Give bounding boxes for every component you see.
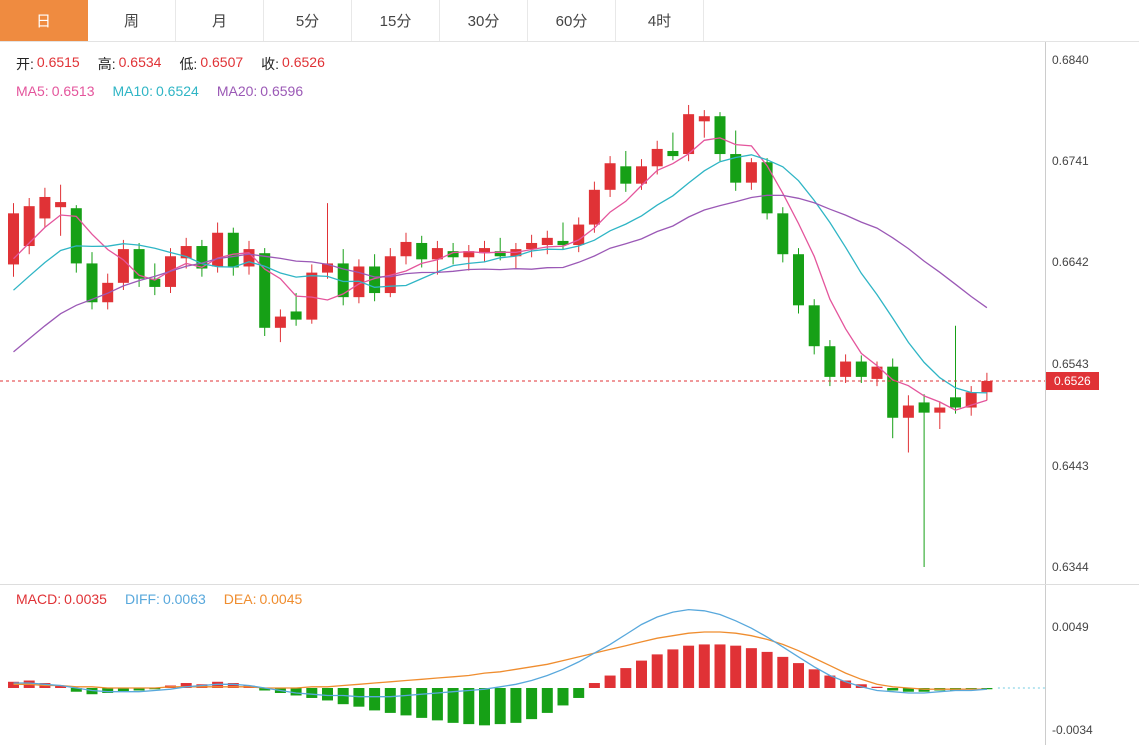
legend-open: 开: 0.6515 — [16, 54, 80, 72]
price-tick-label: 0.6840 — [1052, 53, 1089, 67]
macd-legend: MACD: 0.0035 DIFF: 0.0063 DEA: 0.0045 — [16, 591, 302, 607]
legend-close: 收: 0.6526 — [261, 54, 325, 72]
legend-ma10: MA10: 0.6524 — [112, 83, 199, 99]
price-tick-label: 0.6344 — [1052, 560, 1089, 574]
chart-legend: 开: 0.6515 高: 0.6534 低: 0.6507 收: 0.6526 MA5: 0.6… — [16, 54, 325, 108]
price-tick-label: 0.6642 — [1052, 255, 1089, 270]
legend-dea: DEA: 0.0045 — [223, 591, 303, 607]
macd-axis: 0.0049 -0.0034 — [1045, 585, 1139, 745]
candlestick-chart[interactable] — [0, 42, 1045, 584]
legend-ma20: MA20: 0.6596 — [216, 83, 304, 99]
tab-day[interactable]: 日 — [0, 0, 88, 41]
price-tick-label: 0.6741 — [1052, 154, 1089, 169]
timeframe-tabs: 日周月 5分 15分 30分 60分 4时 — [0, 0, 1139, 42]
tab-month[interactable]: 月 — [176, 0, 264, 41]
ohlc-legend: 开: 0.6515 高: 0.6534 低: 0.6507 收: 0.6526 — [16, 54, 325, 74]
current-price-badge: 0.6526 — [1046, 371, 1099, 390]
macd-tick-label: 0.0049 — [1052, 619, 1089, 634]
macd-chart[interactable] — [0, 585, 1045, 745]
price-tick-label: 0.6443 — [1052, 458, 1089, 473]
macd-panel: MACD: 0.0035 DIFF: 0.0063 DEA: 0.0045 0.0049 -… — [0, 585, 1139, 745]
legend-low: 低: 0.6507 — [179, 54, 244, 72]
legend-diff: DIFF: 0.0063 — [124, 591, 206, 607]
price-axis: 0.6840 0.6741 0.6642 0.6543 0.6443 0.6344 — [1045, 42, 1139, 584]
tab-5min[interactable]: 5分 — [264, 0, 352, 41]
tab-week[interactable]: 周 — [88, 0, 176, 41]
macd-legend-box: MACD: 0.0035 DIFF: 0.0063 DEA: 0.0045 — [16, 591, 302, 616]
tab-60min[interactable]: 60分 — [528, 0, 616, 41]
price-tick-label: 0.6543 — [1052, 356, 1089, 371]
macd-tick-label: -0.0034 — [1052, 723, 1093, 738]
legend-ma5: MA5: 0.6513 — [16, 83, 95, 99]
tab-4hour[interactable]: 4时 — [616, 0, 704, 41]
main-chart-panel: 开: 0.6515 高: 0.6534 低: 0.6507 收: 0.6526 MA5: 0.6… — [0, 42, 1139, 585]
legend-macd: MACD: 0.0035 — [16, 591, 107, 607]
legend-high: 高: 0.6534 — [97, 54, 162, 72]
tab-30min[interactable]: 30分 — [440, 0, 528, 41]
tab-15min[interactable]: 15分 — [352, 0, 440, 41]
ma-legend: MA5: 0.6513 MA10: 0.6524 MA20: 0.6596 — [16, 83, 325, 99]
